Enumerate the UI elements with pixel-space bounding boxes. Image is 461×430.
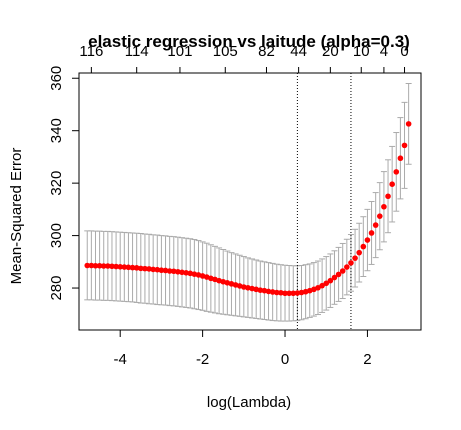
mse-point [356,249,362,256]
mse-point [319,282,325,289]
mse-point [331,274,338,281]
mse-point [125,264,132,271]
mse-point [372,222,379,228]
mse-point [368,230,375,236]
mse-point [286,290,292,297]
mse-point [117,263,124,270]
mse-point [150,266,156,273]
reference-lines [296,73,352,330]
mse-point [385,193,391,200]
mse-point [290,290,297,297]
mse-point [401,142,408,149]
top-tick-label: 82 [258,43,275,60]
mse-point [92,262,99,269]
mse-point [129,264,136,271]
top-tick-label: 4 [380,43,388,60]
y-tick-label: 360 [48,66,65,91]
mse-point [183,270,189,276]
mse-point [352,255,358,261]
mse-point [179,269,185,276]
y-axis: 280 300 320 340 360 [48,66,80,301]
mse-point [405,121,412,127]
x-axis: -4 -2 0 2 [114,329,372,368]
mse-point [257,287,264,293]
y-tick-label: 280 [48,276,65,301]
top-tick-label: 20 [322,43,339,60]
mse-point [360,243,367,250]
mse-point [88,262,95,269]
mse-point [339,268,346,274]
mse-point [175,268,181,275]
top-tick-label: 0 [400,43,408,60]
data-points [84,121,412,297]
mse-point [109,263,115,270]
y-tick-label: 320 [48,171,65,196]
top-tick-label: 101 [167,43,192,60]
mse-point [100,263,107,269]
mse-point [282,290,288,297]
mse-point [142,265,148,272]
chart-title: elastic regression vs laitude (alpha=0.3… [88,32,410,51]
y-axis-label: Mean-Squared Error [8,148,25,285]
mse-point [294,290,301,296]
mse-point [166,268,173,274]
mse-point [96,262,103,269]
mse-point [170,268,177,275]
x-tick-label: -2 [196,351,209,368]
x-axis-label: log(Lambda) [207,394,291,411]
top-tick-label: 116 [79,43,103,60]
top-tick-label: 10 [353,43,370,60]
top-tick-label: 44 [290,43,307,60]
top-tick-label: 114 [125,43,149,60]
mse-point [315,284,321,291]
x-tick-label: -4 [114,351,127,368]
mse-point [121,264,128,270]
mse-point [381,203,387,210]
mse-point [278,289,284,296]
mse-point [344,264,350,270]
mse-point [84,262,91,269]
mse-point [269,289,276,295]
mse-point [348,260,354,266]
mse-point [146,266,152,272]
mse-point [323,280,330,287]
x-tick-label: 0 [281,351,289,368]
mse-point [397,155,404,162]
y-tick-label: 300 [48,223,65,248]
mse-point [376,213,383,219]
x-tick-label: 2 [363,351,371,368]
top-axis: 116 114 101 105 82 44 20 10 4 0 [79,43,409,73]
mse-point [364,237,371,243]
mse-point [335,271,342,278]
mse-point [389,181,395,187]
mse-point [158,267,165,274]
mse-point [265,288,272,295]
mse-point [133,265,140,271]
mse-point [154,266,161,273]
y-tick-label: 340 [48,118,65,143]
top-tick-label: 105 [213,43,238,60]
mse-point [138,265,144,272]
mse-point [393,169,400,175]
mse-point [162,267,169,274]
mse-point [327,277,334,284]
mse-point [105,263,111,269]
mse-point [273,289,280,296]
mse-point [113,263,119,270]
